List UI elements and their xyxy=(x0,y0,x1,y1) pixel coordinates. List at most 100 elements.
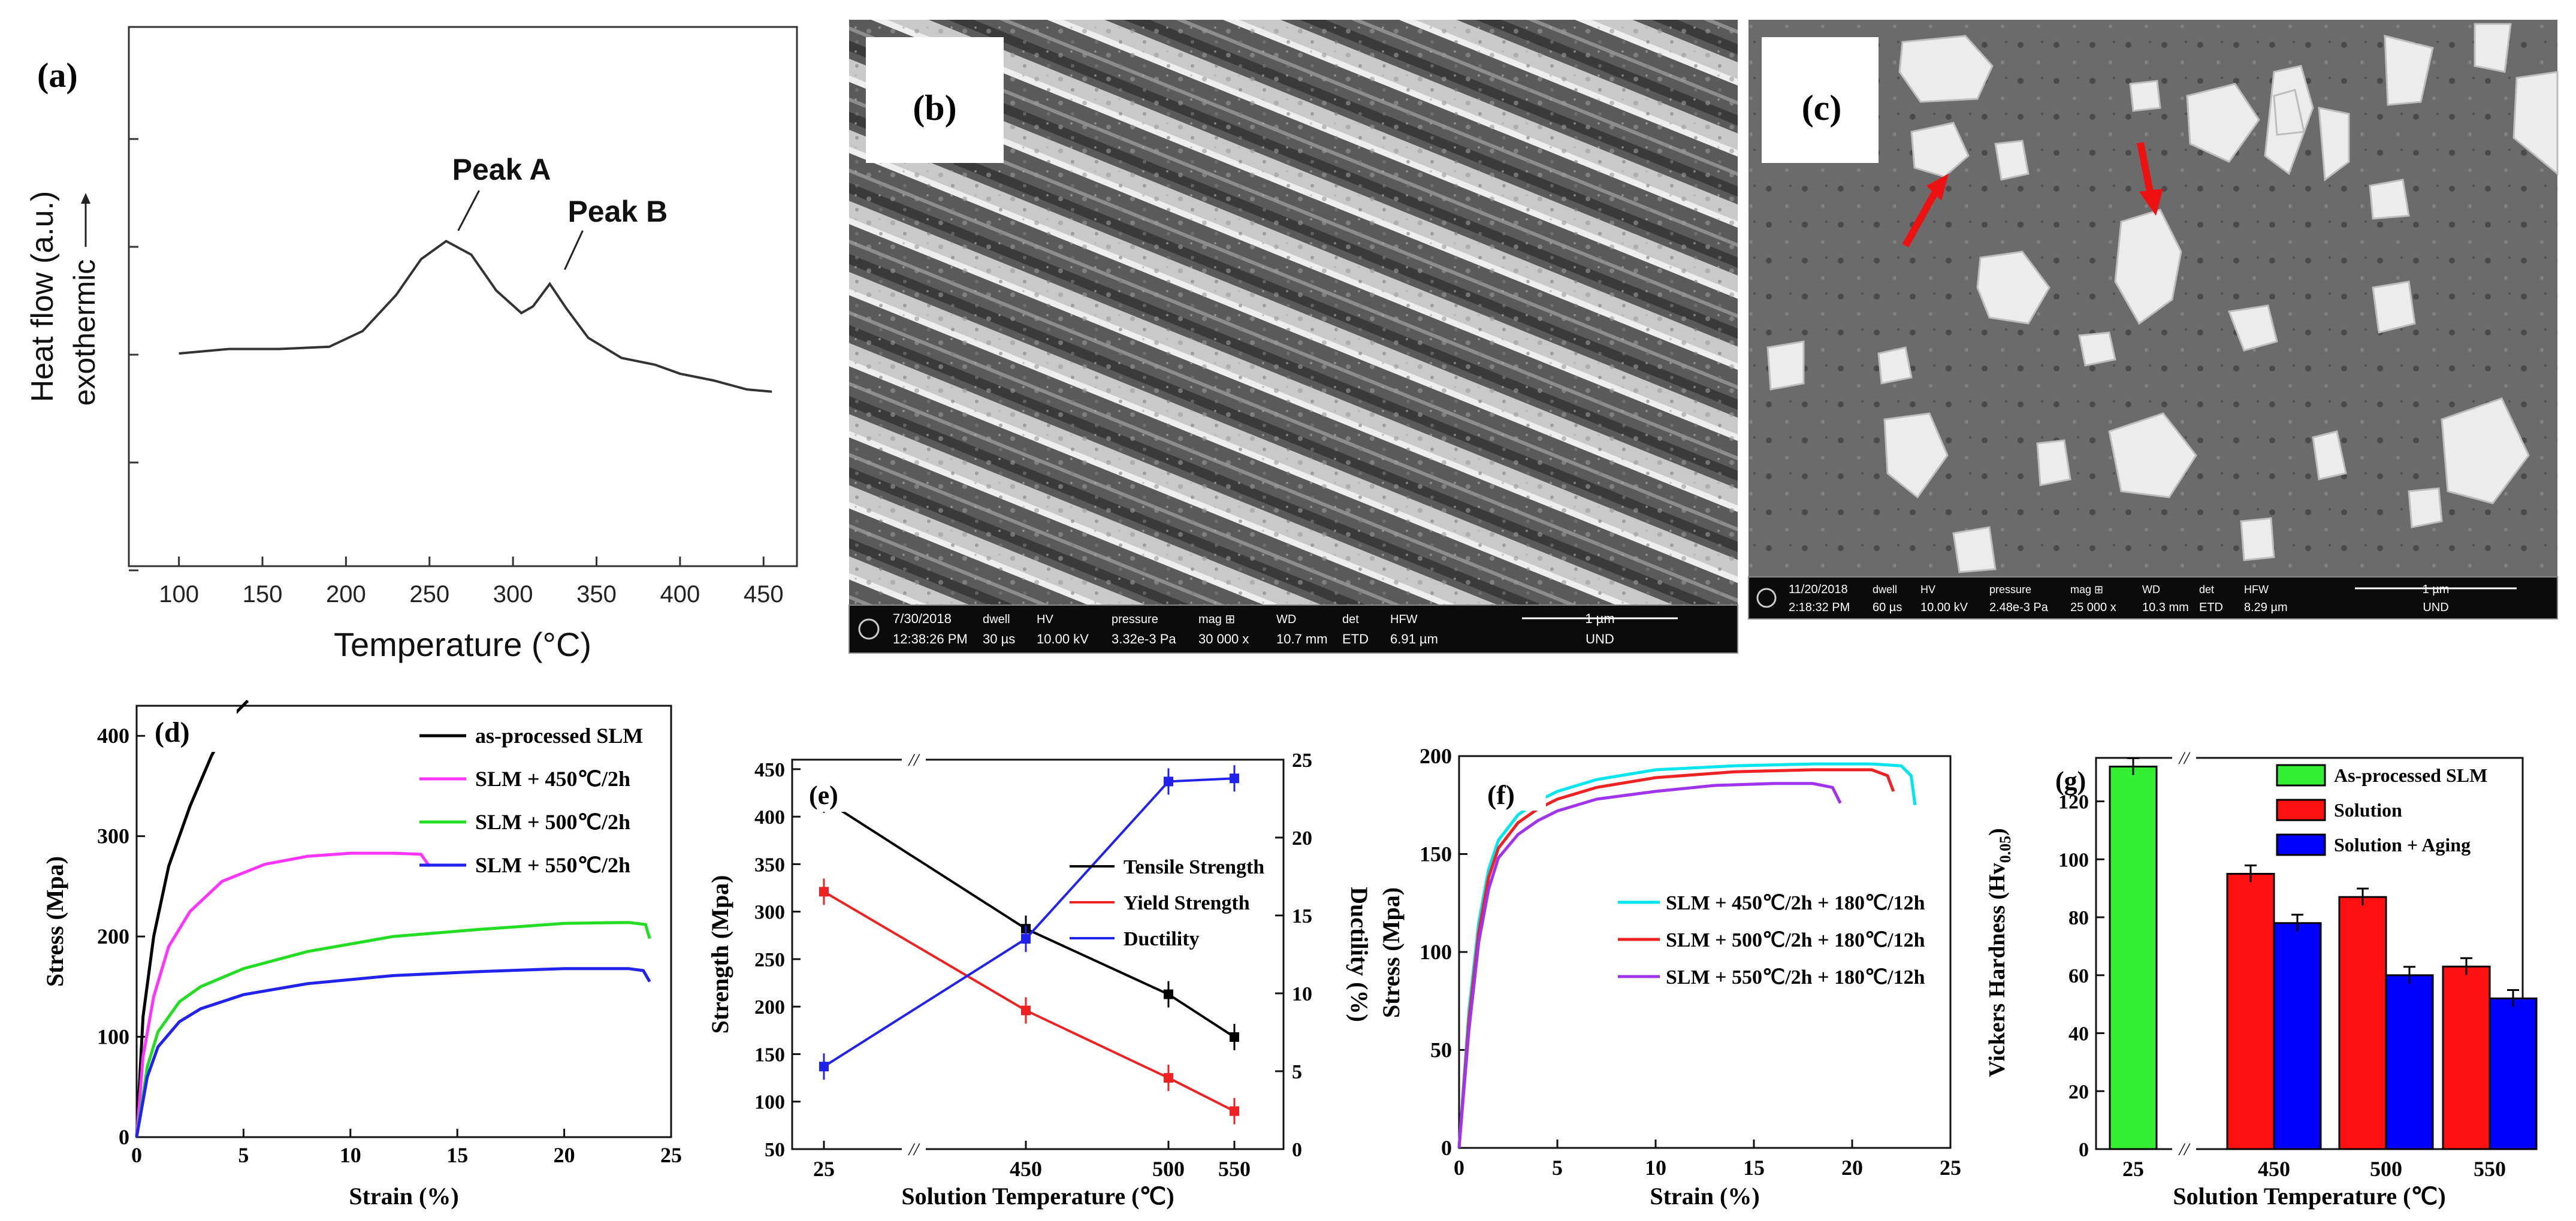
panel-g-ylabel-sub: 0.05 xyxy=(1997,836,2014,863)
panel-f-frame xyxy=(1458,755,1952,1149)
panel-e-ytick-label: 450 xyxy=(754,759,785,781)
sem-c-date: 11/20/2018 xyxy=(1789,583,1848,596)
red-arrow-2-head xyxy=(2139,189,2163,216)
panel-g-ylabel: Vickers Hardness (Hv0.05) xyxy=(1985,828,2014,1077)
panel-g-bar xyxy=(2489,997,2538,1150)
panel-g-xtick-label: 450 xyxy=(2258,1157,2290,1181)
sem-c-hfw: 8.29 µm xyxy=(2244,601,2288,614)
sem-b-wd-header: WD xyxy=(1276,613,1296,626)
panel-g-axis-break-top-mark: // xyxy=(2178,748,2191,768)
panel-g-legend-swatch xyxy=(2276,833,2326,856)
panel-e-series-line xyxy=(823,798,1236,1038)
sem-b-mag-header: mag ⊞ xyxy=(1198,613,1235,626)
panel-g-xtick-label: 25 xyxy=(2122,1157,2144,1181)
panel-f-xlabel: Strain (%) xyxy=(1650,1183,1759,1210)
sem-c-pressure-header: pressure xyxy=(1989,584,2031,596)
panel-g-xtick-label: 550 xyxy=(2474,1157,2506,1181)
panel-g-axes: 25 450 500 550 0 20 40 60 80 100 120 // // xyxy=(2058,748,2506,1181)
sem-c-hv: 10.00 kV xyxy=(1920,601,1968,614)
panel-f-xtick-label: 25 xyxy=(1940,1156,1961,1180)
panel-f-xtick-label: 5 xyxy=(1552,1156,1563,1180)
panel-a-xtick-label: 350 xyxy=(576,581,617,608)
sem-c-pressure: 2.48e-3 Pa xyxy=(1989,601,2049,614)
panel-a-xtick-label: 150 xyxy=(243,581,283,608)
panel-g-ytick-label: 120 xyxy=(2058,791,2089,814)
panel-f-label-bg xyxy=(1462,760,1546,811)
sem-c-info-bg xyxy=(1748,576,2558,619)
panel-e-y2tick-label: 25 xyxy=(1292,749,1312,772)
panel-e-axis-break-top-mark: // xyxy=(908,750,920,770)
panel-g-ytick-label: 0 xyxy=(2079,1139,2089,1161)
panel-f-label: (f) xyxy=(1487,779,1515,810)
panel-e-axis-break-bottom xyxy=(902,1141,926,1157)
panel-f-xtick-label: 15 xyxy=(1743,1156,1765,1180)
sem-c-info-bar: 11/20/2018 2:18:32 PM dwell 60 µs HV 10.… xyxy=(1748,576,2558,619)
panel-g-ytick-label: 80 xyxy=(2068,907,2089,929)
panel-e-legend-label: Tensile Strength xyxy=(1124,856,1264,878)
panel-g-bar xyxy=(2226,872,2275,1150)
panel-f-legend: SLM + 450℃/2h + 180℃/12h SLM + 500℃/2h + … xyxy=(1618,892,1925,989)
panel-d-legend: as-processed SLM SLM + 450℃/2h SLM + 500℃/… xyxy=(419,724,643,877)
panel-a-ylabel: Heat flow (a.u.) xyxy=(25,191,60,403)
sem-c-wd: 10.3 mm xyxy=(2142,601,2189,614)
sem-b-det: ETD xyxy=(1342,631,1369,646)
panel-d-ytick-label: 300 xyxy=(97,824,129,848)
panel-d-ytick-label: 100 xyxy=(97,1025,129,1049)
sem-c-scale-label: 1 µm xyxy=(2423,583,2450,596)
panel-d-series-line xyxy=(135,967,651,1138)
panel-e-xtick-label: 450 xyxy=(1010,1157,1042,1181)
sem-b-wd: 10.7 mm xyxy=(1276,631,1328,646)
panel-g-axis-break-bottom-mark: // xyxy=(2178,1140,2191,1159)
sem-b-mode: UND xyxy=(1586,631,1614,646)
panel-f-axes: 0 5 10 15 20 25 0 50 100 150 200 xyxy=(1420,744,1961,1180)
sem-b-time: 12:38:26 PM xyxy=(893,631,968,646)
panel-e-strength-chart: 25 450 500 550 50 100 150 200 250 300 350 400 450 0 5 1… xyxy=(706,749,1373,1210)
panel-e-y2tick-label: 5 xyxy=(1292,1061,1302,1083)
red-arrow-2 xyxy=(2137,141,2155,199)
panel-f-series-line xyxy=(1457,762,1917,1149)
panel-a-xlabel: Temperature (°C) xyxy=(334,625,591,663)
panel-e-ytick-label: 50 xyxy=(765,1139,785,1161)
panel-d-ytick-label: 200 xyxy=(97,924,129,948)
sem-c-time: 2:18:32 PM xyxy=(1789,601,1850,614)
red-arrow-1 xyxy=(1902,190,1939,247)
panel-e-y2tick-label: 15 xyxy=(1292,905,1312,927)
panel-e-axes: 25 450 500 550 50 100 150 200 250 300 350 400 450 0 5 1… xyxy=(754,749,1312,1181)
panel-g-bar xyxy=(2109,766,2158,1150)
sem-b-hv: 10.00 kV xyxy=(1037,631,1089,646)
panel-d-frame xyxy=(135,705,672,1138)
panel-d-legend-label: as-processed SLM xyxy=(475,724,643,748)
panel-e-axis-break-top xyxy=(902,752,926,767)
panel-g-legend-swatch xyxy=(2276,799,2326,821)
panel-d-ylabel: Stress (Mpa) xyxy=(41,856,68,987)
panel-e-y2label: Ductility (%) xyxy=(1346,887,1373,1022)
panel-d-label-bg xyxy=(147,710,237,752)
panel-d-legend-label: SLM + 450℃/2h xyxy=(475,767,630,791)
sem-b-dwell: 30 µs xyxy=(983,631,1015,646)
panel-f-xtick-label: 0 xyxy=(1454,1156,1464,1180)
panel-g-ytick-label: 60 xyxy=(2068,965,2089,987)
panel-e-ytick-label: 200 xyxy=(754,996,785,1018)
panel-e-y2tick-label: 10 xyxy=(1292,983,1312,1005)
panel-a-axes: 100 150 200 250 300 350 400 450 xyxy=(129,138,784,608)
panel-f-legend-label: SLM + 450℃/2h + 180℃/12h xyxy=(1666,892,1925,914)
panel-g-legend-label: As-processed SLM xyxy=(2334,764,2487,786)
panel-c-sem-image: (c) 11/20/2018 2:18:32 PM dwell 60 µs HV… xyxy=(1748,20,2559,619)
panel-g-ytick-label: 20 xyxy=(2068,1081,2089,1103)
panel-e-ylabel: Strength (Mpa) xyxy=(706,875,733,1034)
panel-a-xtick-label: 450 xyxy=(744,581,784,608)
panel-d-xtick-label: 20 xyxy=(554,1143,575,1167)
panel-e-ytick-label: 300 xyxy=(754,902,785,924)
sem-b-pressure: 3.32e-3 Pa xyxy=(1112,631,1176,646)
panel-e-legend-label: Ductility xyxy=(1124,928,1200,950)
panel-g-ytick-label: 100 xyxy=(2058,849,2089,871)
panel-a-xtick-label: 200 xyxy=(326,581,366,608)
sem-c-dwell: 60 µs xyxy=(1873,601,1902,614)
panel-f-series-line xyxy=(1457,768,1895,1149)
panel-e-ytick-label: 250 xyxy=(754,949,785,971)
panel-c-label: (c) xyxy=(1802,88,1842,128)
panel-e-y2tick-label: 20 xyxy=(1292,827,1312,850)
panel-f-series xyxy=(1457,762,1917,1149)
panel-e-legend-label: Yield Strength xyxy=(1124,892,1250,914)
